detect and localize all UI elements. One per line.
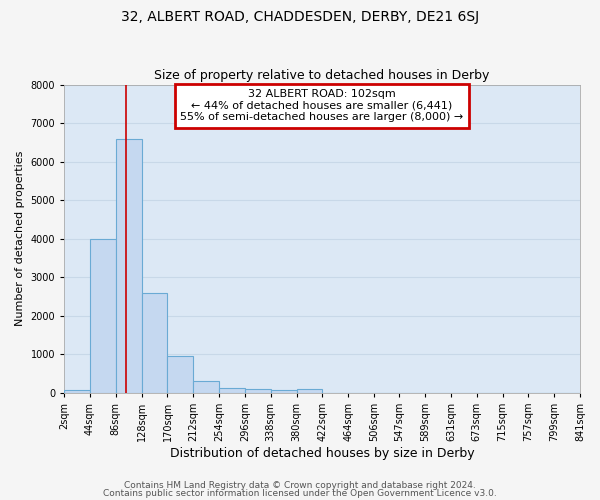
X-axis label: Distribution of detached houses by size in Derby: Distribution of detached houses by size …	[170, 447, 475, 460]
Bar	[116, 138, 142, 393]
Text: 32 ALBERT ROAD: 102sqm
← 44% of detached houses are smaller (6,441)
55% of semi-: 32 ALBERT ROAD: 102sqm ← 44% of detached…	[181, 89, 464, 122]
Bar	[296, 389, 322, 393]
Bar	[245, 389, 271, 393]
Text: Contains public sector information licensed under the Open Government Licence v3: Contains public sector information licen…	[103, 488, 497, 498]
Y-axis label: Number of detached properties: Number of detached properties	[15, 151, 25, 326]
Bar	[193, 380, 219, 393]
Title: Size of property relative to detached houses in Derby: Size of property relative to detached ho…	[154, 69, 490, 82]
Text: 32, ALBERT ROAD, CHADDESDEN, DERBY, DE21 6SJ: 32, ALBERT ROAD, CHADDESDEN, DERBY, DE21…	[121, 10, 479, 24]
Text: Contains HM Land Registry data © Crown copyright and database right 2024.: Contains HM Land Registry data © Crown c…	[124, 481, 476, 490]
Bar	[90, 238, 116, 393]
Bar	[167, 356, 193, 393]
Bar	[219, 388, 245, 393]
Bar	[142, 292, 167, 393]
Bar	[64, 390, 90, 393]
Bar	[271, 390, 296, 393]
